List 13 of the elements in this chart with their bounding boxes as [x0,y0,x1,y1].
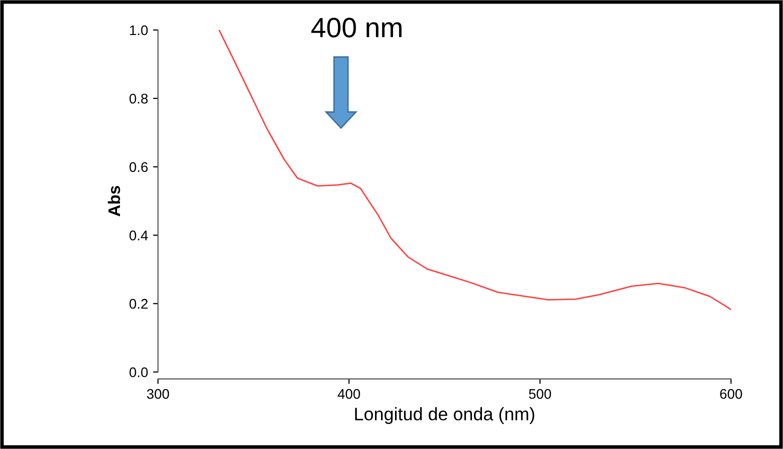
y-axis-title: Abs [108,186,120,216]
annotation: 400 nm [311,18,402,38]
y-tick-label: 0.2 [130,298,148,309]
x-tick-label: 500 [528,389,552,399]
y-tick-label: 0.4 [130,230,148,240]
x-axis-title: Longitud de onda (nm) [355,407,534,424]
x-tick-label: 600 [720,389,742,399]
x-tick-label: 300 [146,389,170,399]
y-tick-label: 0.8 [130,94,148,104]
y-tick-label: 1.0 [130,25,148,36]
y-tick-label: 0.6 [130,162,148,172]
x-tick-label: 400 [338,389,360,399]
y-tick-label: 0.0 [130,367,148,378]
